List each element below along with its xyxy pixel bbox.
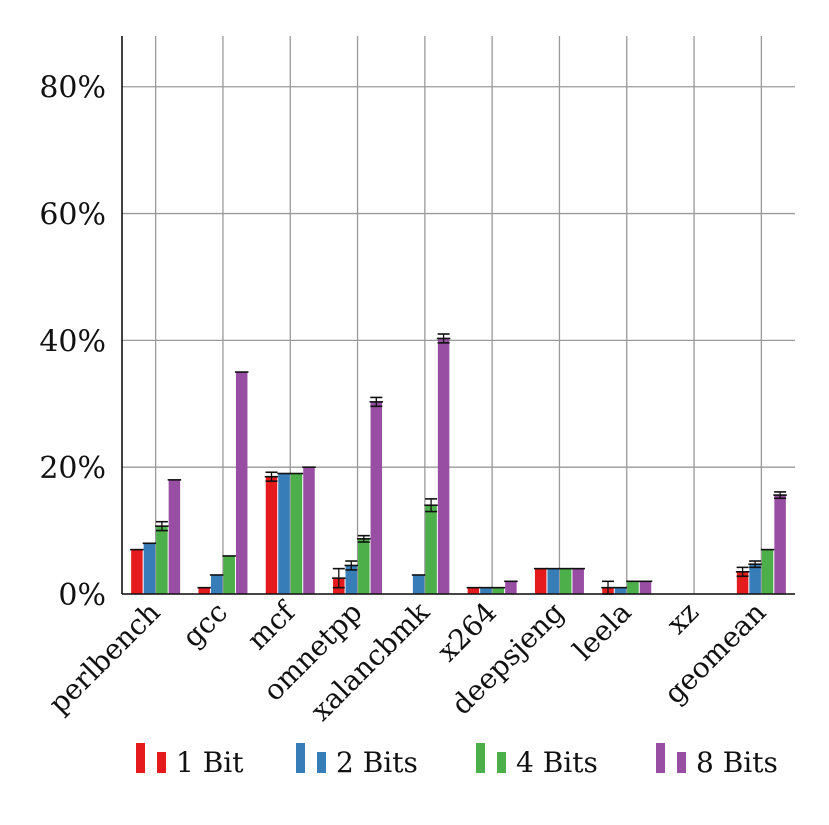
bar [572, 568, 584, 594]
bar [639, 581, 652, 594]
bar [412, 574, 425, 594]
legend-swatch [476, 743, 485, 773]
bar [131, 549, 143, 594]
legend-swatch [656, 743, 665, 773]
y-tick-label: 60% [39, 198, 106, 233]
bar [480, 587, 492, 594]
bar [143, 543, 156, 594]
legend-swatch [296, 743, 305, 773]
legend-label: 2 Bits [336, 746, 418, 779]
legend-label: 4 Bits [516, 746, 598, 779]
bar [198, 587, 210, 594]
x-tick-label: leela [566, 596, 637, 667]
bar [547, 568, 559, 594]
legend-swatch [136, 743, 145, 773]
bar [492, 587, 505, 594]
bar [736, 571, 749, 594]
legend-swatch [677, 752, 686, 773]
legend-label: 8 Bits [696, 746, 778, 779]
bar [614, 587, 627, 594]
y-tick-label: 80% [39, 71, 106, 106]
bar [749, 564, 761, 594]
x-tick-label: perlbench [42, 596, 167, 721]
bar [168, 479, 181, 594]
bar [210, 574, 223, 594]
bar [425, 505, 437, 594]
legend-swatch [157, 752, 166, 773]
y-tick-label: 20% [39, 451, 106, 486]
bar [358, 538, 370, 594]
bar [345, 565, 358, 594]
y-tick-label: 40% [39, 324, 106, 359]
bar [534, 568, 547, 594]
bar [437, 338, 450, 594]
bar [370, 401, 383, 594]
bar [559, 568, 572, 594]
bar [223, 555, 235, 594]
bar [235, 372, 248, 594]
bar [627, 581, 639, 594]
bar [278, 473, 290, 594]
bar [303, 467, 315, 594]
legend-swatch [497, 752, 506, 773]
bar [156, 526, 168, 594]
x-tick-label: xz [660, 596, 705, 641]
bar [774, 495, 786, 594]
legend-swatch [317, 752, 326, 773]
y-tick-label: 0% [58, 578, 106, 613]
bar [505, 581, 517, 594]
x-tick-label: gcc [176, 596, 234, 654]
bar [467, 587, 480, 594]
bar [761, 549, 774, 594]
legend-label: 1 Bit [176, 746, 244, 779]
bar [265, 476, 278, 594]
bar [290, 473, 303, 594]
